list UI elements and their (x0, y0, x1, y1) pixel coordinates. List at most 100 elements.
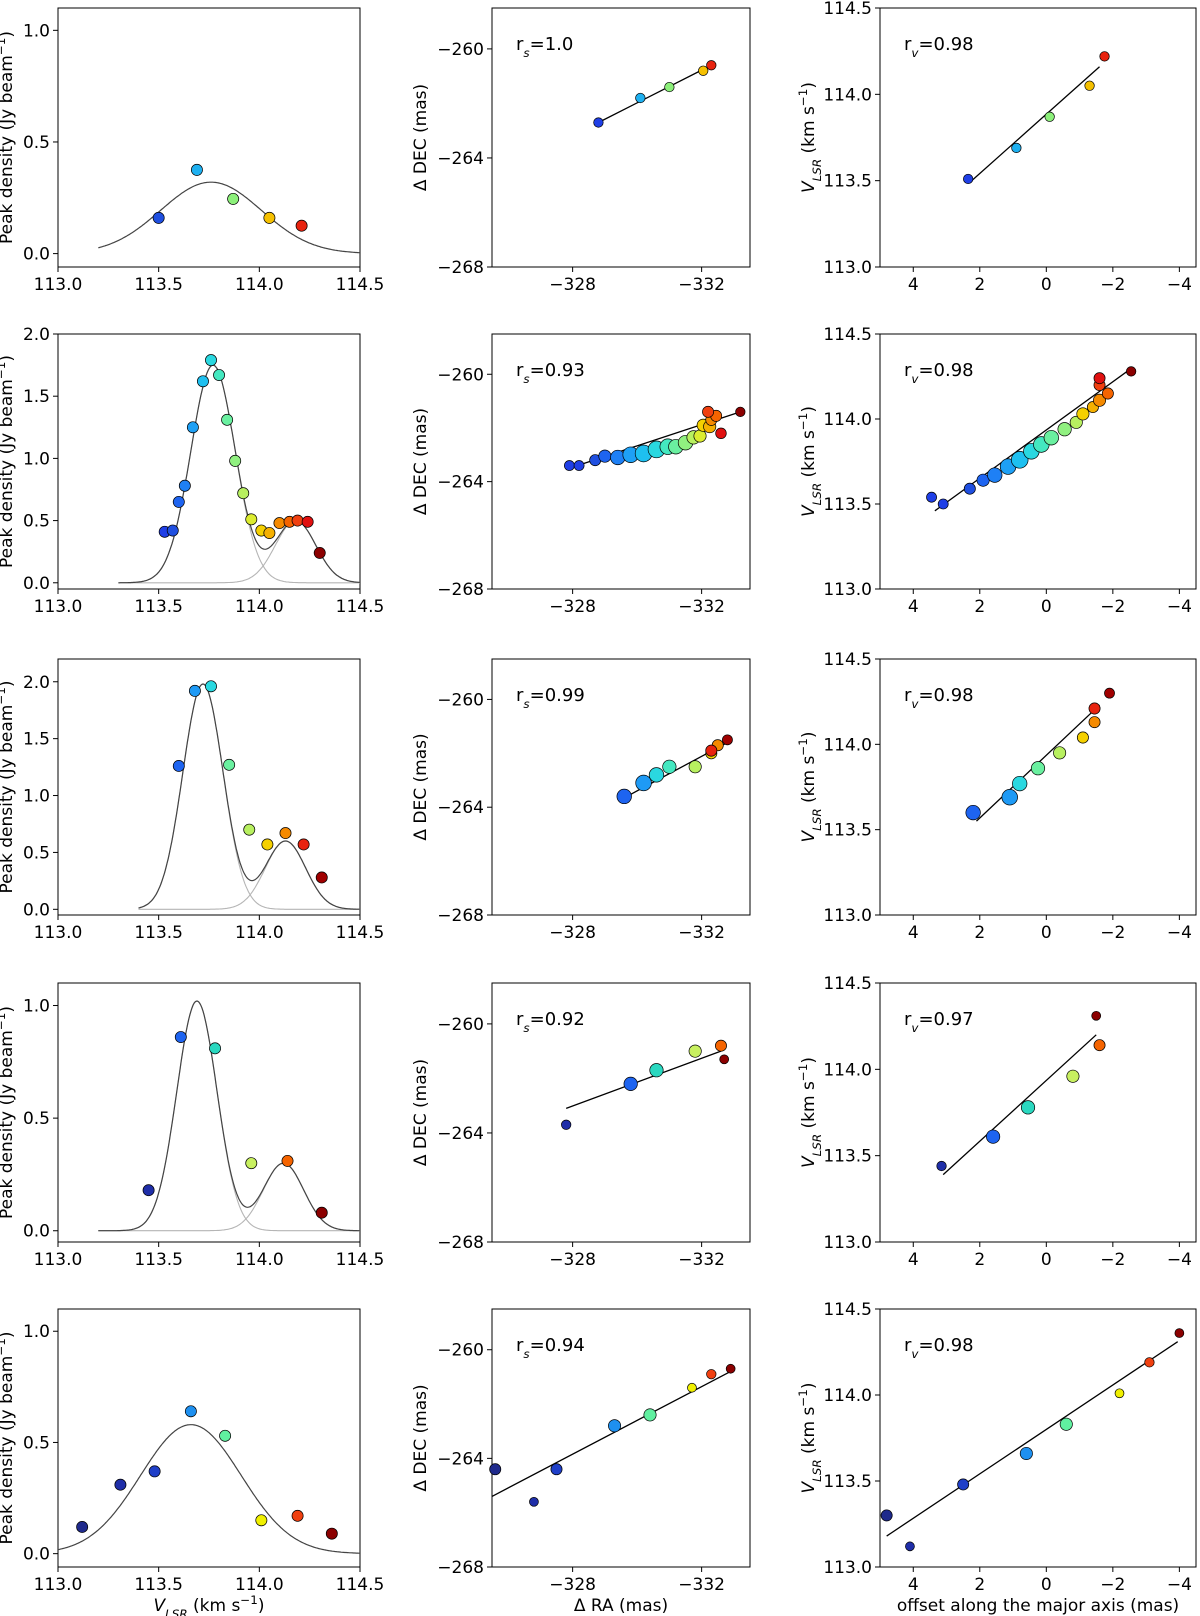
data-point (291, 514, 304, 527)
data-point (188, 684, 201, 697)
data-point (529, 1496, 539, 1507)
y-tick-label: 1.0 (23, 449, 50, 469)
panel-r3-spectrum: 113.0 113.5 114.0 114.5 0.0 0.5 1.0 1.5 2.0 Peak … (0, 658, 384, 943)
x-tick-label: −4 (1167, 1575, 1192, 1595)
data-point (1126, 366, 1137, 377)
y-tick-label: −264 (437, 1449, 484, 1469)
data-point (237, 487, 250, 500)
y-axis-label: VLSR (km s−1) (796, 406, 824, 517)
gaussian-fit (98, 1000, 360, 1232)
x-tick-label: 2 (974, 1575, 985, 1595)
x-tick-label: 113.5 (134, 923, 183, 943)
data-point (715, 1039, 727, 1052)
data-point (706, 1369, 717, 1380)
y-tick-label: 0.0 (23, 900, 50, 920)
data-point (616, 788, 632, 805)
fit-line (969, 66, 1100, 183)
data-point (166, 524, 179, 537)
data-point (213, 369, 226, 381)
y-tick-label: −268 (437, 580, 484, 600)
y-tick-label: −268 (437, 906, 484, 926)
y-axis-label: Peak density (Jy beam−1) (0, 31, 17, 244)
data-point (1012, 775, 1028, 792)
x-tick-label: 113.0 (34, 597, 83, 617)
data-point (688, 1044, 702, 1058)
y-tick-label: 114.5 (823, 325, 872, 345)
data-point (649, 1063, 664, 1078)
x-tick-label: 2 (974, 597, 985, 617)
x-tick-label: −4 (1167, 597, 1192, 617)
panel-r1-pv: 4 2 0 −2 −4 113.0 113.5 114.0 114.5 VLSR (km s−1)… (796, 0, 1197, 295)
y-tick-label: 2.0 (23, 325, 50, 345)
data-point (662, 759, 677, 774)
axes-frame (491, 7, 751, 268)
data-point (261, 838, 274, 851)
data-point (152, 211, 165, 224)
axes-frame (879, 7, 1197, 268)
x-axis-label: offset along the major axis (mas) (897, 1596, 1179, 1616)
data-point (1093, 372, 1106, 385)
data-point (229, 454, 242, 467)
correlation-annotation: rs=0.93 (516, 360, 585, 386)
data-point (937, 498, 949, 510)
data-point (1053, 746, 1067, 760)
axes-frame (57, 333, 361, 590)
x-tick-label: 4 (908, 275, 919, 295)
panel-r5-pv: 4 2 0 −2 −4 113.0 113.5 114.0 114.5 VLSR (km s−1)… (796, 1300, 1197, 1616)
panel-r1-spectrum: 113.0 113.5 114.0 114.5 0.0 0.5 1.0 Peak densit… (0, 7, 384, 295)
gaussian-component (98, 1000, 360, 1232)
data-point (598, 449, 612, 463)
data-point (987, 467, 1003, 483)
y-axis-label: VLSR (km s−1) (796, 1383, 824, 1494)
y-tick-label: 114.0 (823, 410, 872, 430)
data-point (178, 479, 191, 492)
data-point (325, 1527, 338, 1540)
x-tick-label: 114.0 (235, 923, 284, 943)
x-tick-label: 113.5 (134, 1250, 183, 1270)
data-point (263, 527, 276, 539)
data-point (243, 823, 256, 836)
y-axis-label: Δ DEC (mas) (411, 733, 431, 840)
x-tick-label: 113.0 (34, 923, 83, 943)
correlation-annotation: rv=0.98 (904, 685, 974, 711)
panel-r1-sky: −328 −332 −260 −264 −268 Δ DEC (mas) rs=1.0 (411, 7, 751, 295)
fit-line (565, 1050, 722, 1110)
data-point (273, 517, 286, 530)
x-tick-label: 2 (974, 275, 985, 295)
data-point (725, 1363, 736, 1374)
data-point (184, 1405, 197, 1418)
data-point (223, 758, 236, 771)
x-tick-label: 114.0 (235, 1575, 284, 1595)
y-tick-label: 114.0 (823, 1386, 872, 1406)
y-axis-label: VLSR (km s−1) (796, 82, 824, 193)
data-point (963, 173, 974, 185)
y-tick-label: 114.5 (823, 0, 872, 19)
data-point (1076, 407, 1090, 421)
data-point (1088, 702, 1101, 715)
x-tick-label: −328 (549, 1575, 596, 1595)
data-point (1093, 393, 1107, 407)
data-point (1066, 1069, 1080, 1083)
data-point (186, 421, 199, 434)
data-point (219, 1429, 232, 1442)
data-point (561, 1119, 572, 1130)
data-point (965, 804, 981, 821)
y-axis-label: Δ DEC (mas) (411, 1059, 431, 1166)
data-point (197, 375, 209, 388)
y-tick-label: 114.0 (823, 85, 872, 105)
data-point (1114, 1388, 1125, 1399)
data-point (489, 1463, 502, 1476)
data-point (1104, 687, 1115, 699)
x-tick-label: 4 (908, 1250, 919, 1270)
data-point (1091, 1010, 1102, 1021)
panel-r3-sky: −328 −332 −260 −264 −268 Δ DEC (mas) rs=0.99 (411, 658, 751, 943)
x-tick-label: 113.5 (134, 275, 183, 295)
data-point (245, 1157, 258, 1170)
data-point (986, 1129, 1001, 1144)
data-point (1011, 142, 1022, 153)
y-axis-label: Peak density (Jy beam−1) (0, 1331, 17, 1544)
y-tick-label: 0.5 (23, 843, 50, 863)
y-axis-label: Δ DEC (mas) (411, 1384, 431, 1491)
x-tick-label: 4 (908, 1575, 919, 1595)
